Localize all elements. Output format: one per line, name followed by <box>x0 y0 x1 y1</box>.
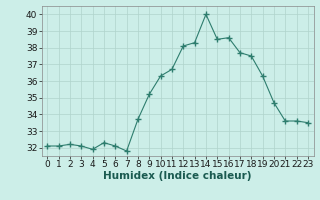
X-axis label: Humidex (Indice chaleur): Humidex (Indice chaleur) <box>103 171 252 181</box>
